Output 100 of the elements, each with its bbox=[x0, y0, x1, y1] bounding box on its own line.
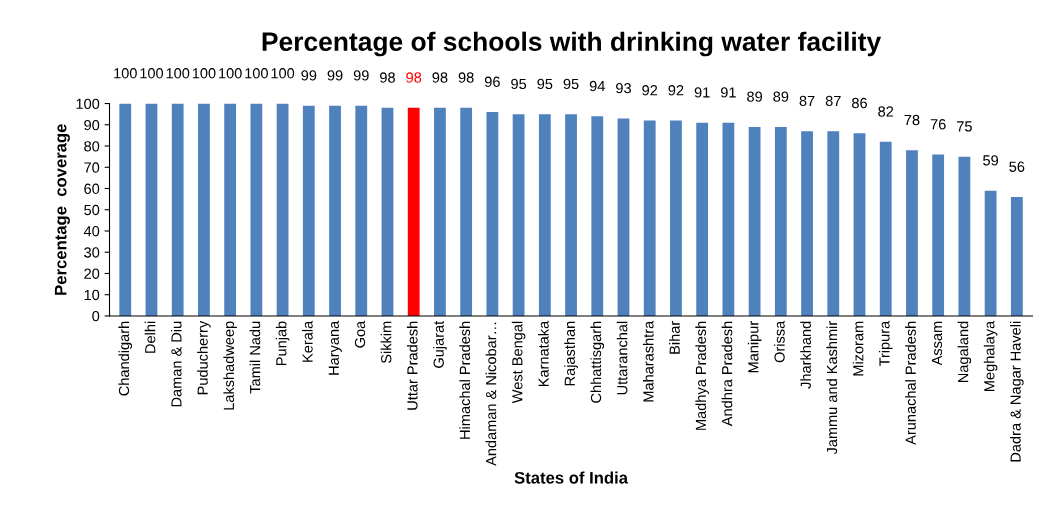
data-label: 86 bbox=[852, 97, 867, 109]
bar bbox=[538, 114, 551, 316]
bar bbox=[670, 120, 682, 316]
x-tick-label: Gujarat bbox=[433, 320, 447, 368]
y-tick-label: 100 bbox=[76, 98, 100, 109]
x-tick-label: Punjab bbox=[275, 321, 290, 366]
y-tick-label: 80 bbox=[84, 141, 100, 152]
data-label: 100 bbox=[114, 68, 137, 79]
x-tick-label: Nagaland bbox=[957, 321, 972, 383]
data-label: 78 bbox=[904, 114, 920, 126]
y-tick-label: 50 bbox=[84, 204, 100, 216]
bar bbox=[748, 126, 761, 316]
bar bbox=[512, 114, 525, 316]
data-label: 100 bbox=[192, 68, 216, 79]
y-tick-label: 10 bbox=[84, 289, 100, 301]
data-label: 91 bbox=[694, 87, 710, 98]
x-tick-label: Karnataka bbox=[538, 320, 549, 387]
x-tick-label: Andaman & Nicobar… bbox=[485, 322, 497, 466]
bar bbox=[355, 105, 368, 316]
x-tick-label: Uttar Pradesh bbox=[406, 321, 418, 410]
bar bbox=[198, 103, 210, 316]
x-tick-label: Daman & Diu bbox=[170, 321, 182, 407]
bar bbox=[486, 112, 499, 316]
data-label: 99 bbox=[353, 70, 369, 81]
x-tick-label: Andhra Pradesh bbox=[721, 321, 733, 427]
data-label: 89 bbox=[773, 91, 789, 102]
y-tick-label: 70 bbox=[84, 162, 100, 173]
data-label: 92 bbox=[642, 85, 658, 96]
data-label: 87 bbox=[825, 95, 841, 107]
x-tick-label: Sikkim bbox=[380, 321, 392, 364]
bar bbox=[302, 105, 315, 316]
x-tick-label: Rajasthan bbox=[564, 321, 578, 386]
bar bbox=[722, 122, 735, 316]
data-label: 96 bbox=[484, 76, 500, 87]
x-tick-label: Delhi bbox=[144, 321, 156, 353]
bar bbox=[171, 103, 184, 316]
bar bbox=[591, 116, 604, 316]
x-tick-label: Assam bbox=[931, 321, 943, 366]
bar bbox=[906, 150, 918, 316]
x-tick-label: Himachal Pradesh bbox=[459, 321, 471, 439]
x-tick-label: Puducherry bbox=[197, 320, 211, 395]
chart-title: Percentage of schools with drinking water facility bbox=[262, 31, 882, 57]
bar bbox=[932, 154, 945, 316]
x-tick-label: Haryana bbox=[328, 320, 342, 375]
data-label: 99 bbox=[301, 70, 317, 81]
bar bbox=[565, 114, 577, 316]
data-label: 82 bbox=[878, 106, 894, 117]
data-label: 92 bbox=[668, 85, 684, 96]
data-label: 76 bbox=[930, 119, 946, 130]
y-tick-label: 90 bbox=[84, 119, 100, 131]
x-tick-label: Madhya Pradesh bbox=[695, 321, 709, 430]
bar bbox=[801, 131, 813, 316]
bar bbox=[250, 103, 263, 316]
bar bbox=[774, 126, 787, 316]
data-label: 98 bbox=[380, 72, 395, 83]
data-label: 100 bbox=[140, 68, 164, 79]
x-tick-label: Kerala bbox=[302, 320, 313, 362]
x-tick-label: Uttaranchal bbox=[616, 321, 628, 395]
bar bbox=[329, 105, 341, 316]
bar bbox=[827, 131, 840, 316]
x-tick-label: Chhattisgarh bbox=[590, 321, 605, 403]
bar bbox=[617, 118, 630, 316]
x-tick-label: West Bengal bbox=[511, 321, 526, 404]
data-label: 93 bbox=[616, 82, 631, 94]
data-label: 59 bbox=[983, 155, 999, 166]
data-label: 100 bbox=[166, 68, 190, 79]
data-label: 99 bbox=[327, 70, 343, 81]
y-tick-label: 30 bbox=[84, 247, 100, 258]
y-axis-title: Percentage coverage bbox=[54, 124, 70, 295]
x-tick-label: Mizoram bbox=[852, 321, 864, 376]
data-label: 98 bbox=[432, 72, 448, 83]
data-label: 98 bbox=[406, 72, 422, 83]
x-tick-label: Dadra & Nagar Haveli bbox=[1010, 321, 1024, 462]
data-label: 87 bbox=[799, 95, 815, 107]
data-label: 95 bbox=[511, 78, 527, 90]
bar bbox=[381, 107, 394, 316]
bar bbox=[224, 103, 237, 316]
y-tick-label: 0 bbox=[92, 311, 100, 322]
y-tick-label: 60 bbox=[84, 183, 100, 194]
x-tick-label: Lakshadweep bbox=[223, 321, 237, 410]
bar bbox=[434, 107, 446, 316]
x-tick-label: Maharashtra bbox=[642, 320, 654, 402]
data-label: 95 bbox=[563, 78, 579, 90]
x-tick-label: Goa bbox=[354, 320, 366, 348]
x-tick-label: Manipur bbox=[747, 321, 762, 373]
bar bbox=[643, 120, 656, 316]
data-label: 94 bbox=[589, 80, 605, 92]
data-label: 100 bbox=[271, 68, 295, 79]
x-tick-label: Jammu and Kashmir bbox=[826, 321, 838, 455]
x-tick-label: Bihar bbox=[669, 321, 680, 354]
data-label: 100 bbox=[219, 68, 242, 79]
y-tick-label: 20 bbox=[84, 268, 100, 279]
x-tick-label: Arunachal Pradesh bbox=[905, 321, 916, 445]
data-label: 95 bbox=[537, 78, 553, 90]
bar bbox=[407, 107, 420, 316]
x-tick-label: Orissa bbox=[774, 320, 785, 363]
x-tick-label: Chandigarh bbox=[118, 321, 133, 396]
y-tick-label: 40 bbox=[83, 226, 100, 237]
x-tick-label: Tamil Nadu bbox=[249, 321, 261, 394]
bar bbox=[879, 141, 892, 316]
